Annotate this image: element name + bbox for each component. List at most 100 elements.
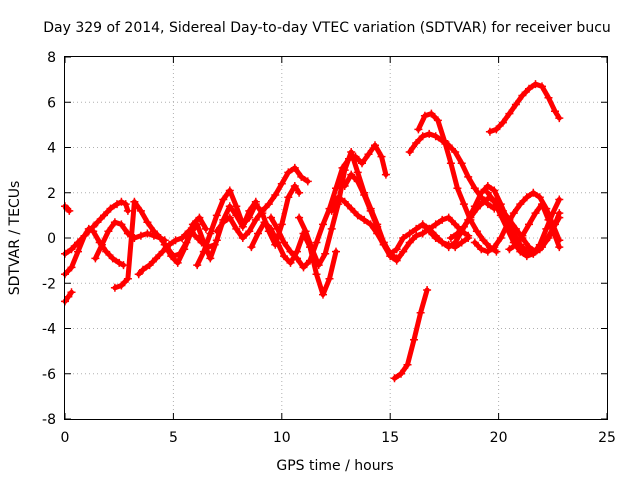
- data-point-marker: [206, 254, 215, 263]
- data-point-marker: [397, 369, 405, 378]
- data-point-marker: [277, 220, 286, 229]
- data-point-marker: [418, 229, 427, 238]
- data-point-marker: [438, 238, 447, 247]
- data-point-marker: [444, 213, 453, 222]
- data-point-marker: [104, 227, 113, 236]
- data-point-marker: [321, 249, 330, 258]
- data-point-marker: [117, 220, 126, 229]
- data-point-marker: [451, 220, 460, 229]
- data-point-marker: [232, 202, 241, 211]
- y-tick-label: -2: [42, 276, 56, 292]
- data-point-marker: [178, 234, 187, 242]
- data-point-marker: [280, 238, 288, 247]
- data-point-marker: [319, 220, 327, 229]
- data-point-marker: [511, 100, 520, 109]
- data-point-marker: [340, 166, 349, 175]
- data-point-marker: [247, 243, 256, 252]
- data-point-marker: [542, 224, 551, 233]
- data-point-marker: [258, 206, 267, 215]
- y-tick-label: -6: [42, 367, 56, 383]
- data-point-marker: [529, 249, 538, 258]
- data-point-marker: [373, 222, 382, 231]
- data-point-marker: [173, 258, 182, 267]
- data-point-marker: [206, 229, 215, 238]
- data-point-marker: [483, 247, 492, 256]
- data-point-marker: [470, 238, 479, 247]
- data-point-marker: [431, 231, 440, 240]
- data-point-marker: [134, 270, 143, 279]
- data-point-marker: [405, 148, 414, 156]
- data-point-marker: [418, 220, 427, 229]
- data-point-marker: [412, 231, 421, 240]
- data-point-marker: [199, 247, 208, 256]
- data-point-marker: [518, 231, 527, 240]
- data-point-marker: [551, 107, 559, 116]
- data-point-marker: [295, 188, 304, 197]
- data-point-marker: [444, 243, 453, 252]
- data-point-marker: [238, 220, 247, 229]
- data-point-marker: [464, 234, 473, 242]
- data-point-marker: [327, 224, 336, 233]
- data-point-marker: [212, 227, 221, 236]
- data-point-marker: [538, 200, 546, 209]
- data-point-marker: [538, 82, 546, 91]
- data-point-marker: [290, 182, 299, 190]
- data-point-marker: [390, 374, 399, 383]
- data-point-marker: [431, 132, 440, 141]
- data-point-marker: [548, 209, 557, 218]
- data-point-marker: [110, 218, 119, 227]
- data-point-marker: [511, 240, 520, 249]
- x-tick-label: 5: [169, 430, 178, 446]
- data-point-marker: [123, 206, 132, 215]
- data-point-marker: [286, 247, 295, 256]
- data-point-marker: [425, 224, 434, 233]
- data-point-marker: [160, 240, 169, 249]
- data-point-marker: [245, 227, 254, 236]
- data-point-marker: [525, 84, 533, 93]
- data-point-marker: [67, 288, 76, 297]
- data-series-sat-v: [487, 81, 562, 135]
- data-point-marker: [284, 193, 293, 202]
- data-point-marker: [477, 245, 486, 254]
- data-point-marker: [286, 258, 295, 267]
- data-point-marker: [295, 213, 304, 222]
- data-point-marker: [93, 218, 102, 227]
- data-point-marker: [267, 213, 275, 222]
- y-tick-label: -4: [42, 322, 56, 338]
- data-point-marker: [518, 91, 527, 100]
- data-series-sat-w: [485, 190, 562, 259]
- data-point-marker: [453, 229, 462, 238]
- data-point-marker: [446, 234, 455, 242]
- data-point-marker: [535, 240, 544, 249]
- data-point-marker: [392, 256, 401, 265]
- y-tick-labels: -8 -6 -4 -2 0 2 4 6 8: [42, 50, 56, 428]
- data-point-marker: [156, 234, 165, 242]
- data-point-marker: [405, 238, 414, 247]
- data-point-marker: [381, 170, 390, 179]
- data-point-marker: [74, 247, 82, 256]
- data-point-marker: [438, 136, 447, 145]
- data-point-marker: [360, 215, 369, 224]
- data-point-marker: [353, 177, 362, 186]
- data-point-marker: [418, 132, 427, 141]
- y-axis-title: SDTVAR / TECUs: [7, 181, 23, 296]
- data-point-marker: [525, 220, 533, 229]
- data-point-marker: [139, 265, 147, 274]
- data-point-marker: [195, 213, 204, 222]
- data-point-marker: [238, 234, 247, 242]
- data-point-marker: [117, 281, 126, 290]
- data-point-marker: [410, 335, 418, 344]
- data-point-marker: [505, 109, 514, 118]
- data-point-marker: [453, 184, 462, 193]
- data-point-marker: [464, 172, 473, 181]
- data-point-marker: [332, 247, 340, 256]
- data-point-marker: [399, 247, 408, 256]
- data-point-marker: [264, 200, 273, 209]
- data-point-marker: [123, 274, 132, 283]
- data-point-marker: [273, 224, 282, 233]
- data-point-marker: [100, 211, 108, 220]
- data-point-marker: [225, 213, 234, 222]
- y-tick-label: 0: [47, 231, 56, 247]
- data-point-marker: [360, 191, 369, 199]
- data-point-marker: [102, 247, 111, 256]
